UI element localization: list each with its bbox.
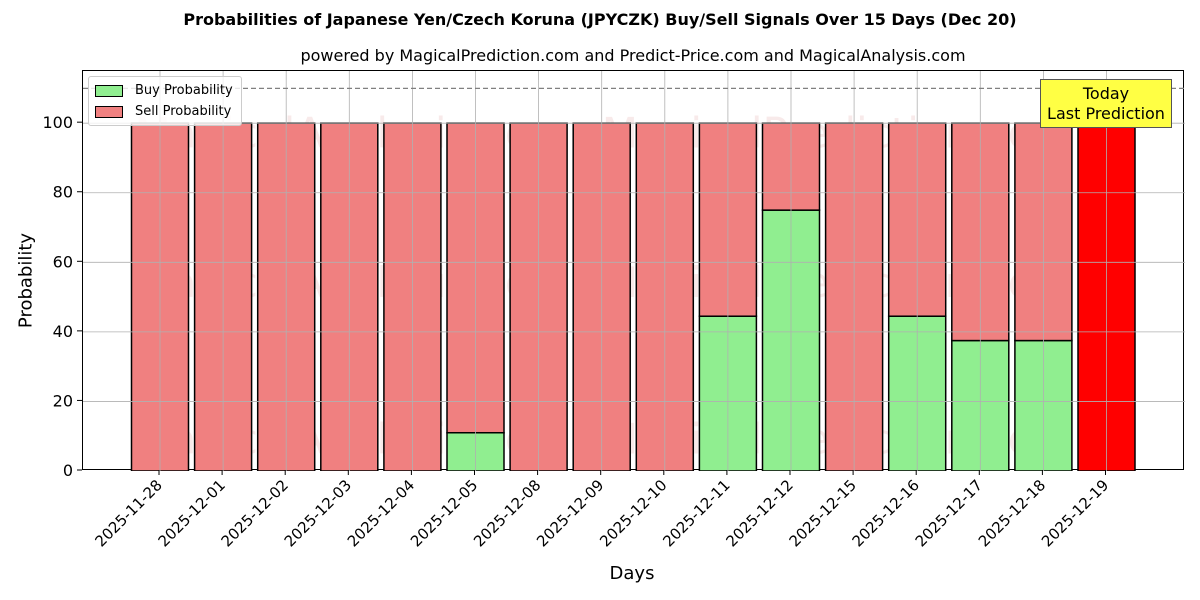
legend-item-buy: Buy Probability <box>95 80 233 101</box>
plot-area: MagicalAnalysis.comMagicalPrediction.com… <box>82 70 1185 471</box>
chart-title: Probabilities of Japanese Yen/Czech Koru… <box>183 10 1017 29</box>
x-axis-label: Days <box>609 563 655 584</box>
x-tick-label: 2025-12-03 <box>281 476 355 550</box>
buy-swatch-icon <box>95 84 123 97</box>
today-annotation-line2: Last Prediction <box>1047 104 1165 123</box>
legend-buy-label: Buy Probability <box>135 83 233 98</box>
x-tick-label: 2025-12-17 <box>912 476 986 550</box>
y-tick-label: 0 <box>63 461 73 480</box>
legend-sell-label: Sell Probability <box>135 104 232 119</box>
y-tick-label: 20 <box>53 391 73 410</box>
x-tick-label: 2025-12-10 <box>596 476 670 550</box>
x-tick-label: 2025-12-02 <box>218 476 292 550</box>
today-annotation: Today Last Prediction <box>1040 79 1172 128</box>
y-axis-label: Probability <box>15 232 37 329</box>
x-tick-label: 2025-12-15 <box>786 476 860 550</box>
y-tick-label: 40 <box>53 322 73 341</box>
x-tick-label: 2025-12-18 <box>975 476 1049 550</box>
y-tick-label: 100 <box>42 113 73 132</box>
y-tick-label: 60 <box>53 252 73 271</box>
chart-subtitle: powered by MagicalPrediction.com and Pre… <box>300 46 966 65</box>
x-tick-label: 2025-12-09 <box>533 476 607 550</box>
x-tick-label: 2025-12-04 <box>344 476 418 550</box>
legend: Buy Probability Sell Probability <box>88 76 242 126</box>
x-tick-label: 2025-12-12 <box>722 476 796 550</box>
x-tick-label: 2025-12-16 <box>849 476 923 550</box>
sell-swatch-icon <box>95 105 123 118</box>
x-tick-label: 2025-12-01 <box>155 476 229 550</box>
legend-item-sell: Sell Probability <box>95 101 233 122</box>
today-annotation-line1: Today <box>1082 84 1130 103</box>
x-tick-label: 2025-12-05 <box>407 476 481 550</box>
x-tick-label: 2025-12-08 <box>470 476 544 550</box>
x-tick-label: 2025-11-28 <box>91 476 165 550</box>
x-tick-label: 2025-12-19 <box>1038 476 1112 550</box>
x-tick-label: 2025-12-11 <box>659 476 733 550</box>
y-tick-label: 80 <box>53 183 73 202</box>
bar-chart: MagicalAnalysis.comMagicalPrediction.com… <box>83 71 1185 471</box>
